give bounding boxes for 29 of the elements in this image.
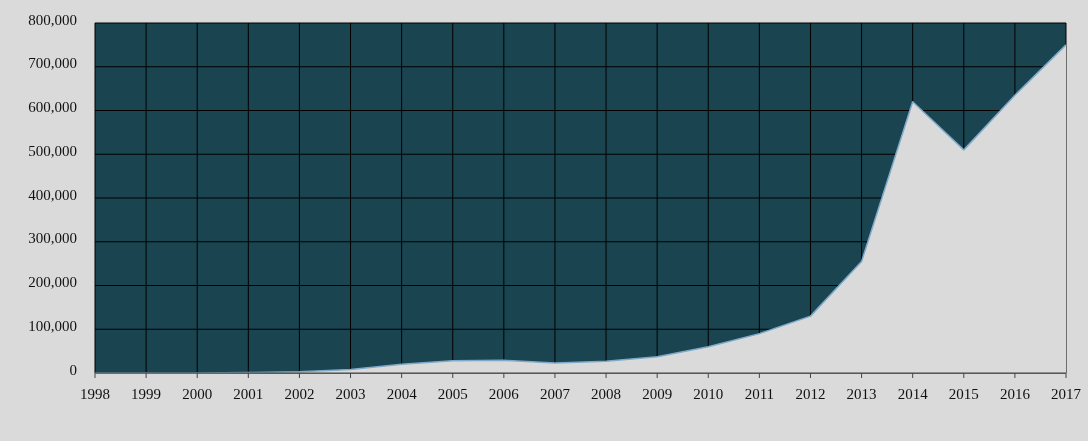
x-tick-label: 2002 xyxy=(284,386,315,402)
x-tick-label: 2015 xyxy=(948,386,979,402)
x-tick-label: 2014 xyxy=(897,386,929,402)
x-tick-label: 2011 xyxy=(744,386,775,402)
x-tick-label: 1999 xyxy=(131,386,162,402)
x-tick-label: 2000 xyxy=(182,386,213,402)
x-tick-label: 2001 xyxy=(233,386,264,402)
x-tick-label: 2017 xyxy=(1051,386,1082,402)
x-tick-label: 2009 xyxy=(642,386,673,402)
y-tick-label: 800,000 xyxy=(28,11,77,28)
x-tick-label: 2007 xyxy=(539,386,571,402)
y-tick-label: 400,000 xyxy=(28,186,77,203)
y-tick-label: 200,000 xyxy=(28,274,77,290)
x-tick-label: 2006 xyxy=(488,386,520,402)
x-tick-label: 2008 xyxy=(591,386,622,402)
x-tick-label: 2010 xyxy=(693,386,724,402)
x-tick-label: 2016 xyxy=(999,386,1031,402)
x-tick-label: 2013 xyxy=(846,386,877,402)
y-tick-label: 300,000 xyxy=(28,230,77,247)
x-tick-label: 1998 xyxy=(80,386,110,402)
x-tick-label: 2012 xyxy=(795,386,826,402)
x-tick-label: 2004 xyxy=(386,386,418,402)
y-tick-label: 700,000 xyxy=(28,55,77,72)
y-tick-label: 600,000 xyxy=(28,99,77,115)
x-tick-label: 2005 xyxy=(437,386,468,402)
y-tick-label: 100,000 xyxy=(28,317,77,334)
y-tick-label: 500,000 xyxy=(28,142,77,159)
x-tick-label: 2003 xyxy=(335,386,366,402)
y-tick-label: 0 xyxy=(69,361,77,378)
